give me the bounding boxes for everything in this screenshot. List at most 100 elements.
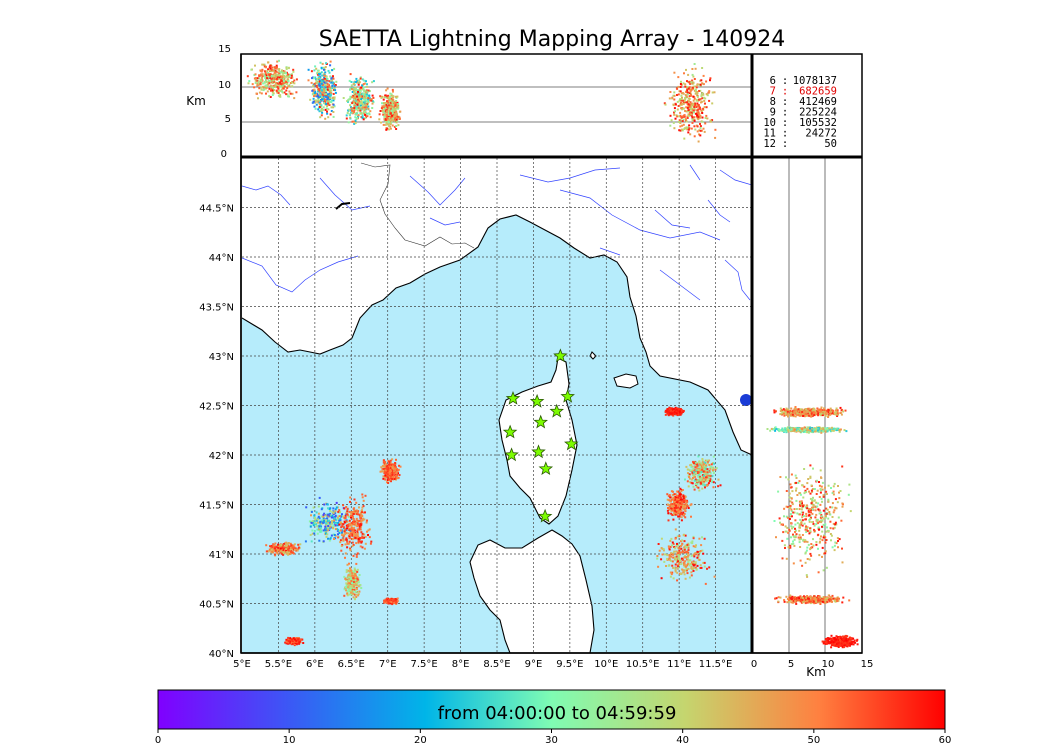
plan-source-point: [355, 501, 358, 504]
legend-key: 12: [763, 138, 776, 150]
plan-source-point: [353, 522, 356, 525]
plan-source-point: [356, 588, 358, 591]
plan-source-point: [677, 505, 680, 508]
altitude-source-point: [399, 110, 402, 113]
altitude-source-point: [356, 98, 359, 101]
plan-source-point: [346, 527, 348, 530]
altitude-source-point: [324, 71, 327, 74]
plan-source-point: [357, 576, 360, 579]
altitude-source-point: [679, 98, 681, 101]
altitude-source-point: [701, 100, 704, 103]
altitude-source-point: [685, 68, 687, 71]
altitude-source-point: [364, 113, 367, 116]
plan-source-point: [289, 640, 291, 643]
plan-source-point: [352, 518, 355, 521]
plan-source-point: [677, 560, 679, 563]
altitude-source-point: [360, 98, 363, 100]
altitude-source-point: [698, 90, 701, 92]
legend-separator: :: [782, 138, 788, 150]
altitude-source-point: [271, 79, 273, 82]
altitude-source-point: [388, 107, 391, 110]
plan-source-point: [670, 507, 673, 510]
altitude-source-point: [699, 83, 702, 86]
altitude-source-point: [705, 80, 708, 83]
plan-source-point: [299, 638, 302, 641]
altitude-source-point: [392, 100, 395, 103]
plan-source-point: [309, 533, 312, 536]
altitude-source-point: [287, 78, 290, 81]
plan-source-point: [673, 550, 676, 553]
altitude-source-point: [396, 114, 398, 117]
altitude-source-point: [325, 84, 328, 87]
plan-source-point: [350, 585, 353, 587]
plan-source-point: [685, 551, 688, 553]
plan-source-point: [341, 523, 344, 526]
altitude-source-point: [317, 98, 320, 101]
plan-source-point: [693, 469, 696, 472]
plan-source-point: [316, 528, 319, 531]
altitude-source-point: [315, 94, 318, 97]
altitude-source-point: [680, 94, 683, 97]
plan-source-point: [352, 577, 355, 580]
plan-source-point: [683, 565, 686, 568]
station-star-icon: [529, 393, 545, 408]
plan-source-point: [702, 470, 705, 473]
plan-source-point: [675, 511, 678, 514]
plan-source-point: [672, 496, 675, 499]
side-source-point: [827, 414, 830, 417]
altitude-source-point: [345, 117, 348, 120]
altitude-source-point: [699, 123, 701, 125]
plan-source-point: [691, 482, 694, 485]
altitude-source-point: [676, 100, 679, 103]
plan-source-point: [285, 544, 288, 547]
altitude-source-point: [285, 72, 287, 75]
plan-source-point: [310, 510, 313, 513]
altitude-source-point: [701, 97, 704, 100]
plan-source-point: [680, 489, 683, 492]
altitude-source-point: [281, 85, 284, 88]
altitude-source-point: [326, 98, 329, 101]
altitude-source-point: [319, 93, 322, 96]
altitude-source-point: [392, 117, 395, 120]
altitude-source-point: [389, 122, 392, 125]
altitude-source-point: [688, 81, 691, 84]
altitude-source-point: [356, 81, 359, 84]
plan-source-point: [326, 520, 329, 523]
altitude-source-point: [392, 99, 395, 102]
plan-source-point: [703, 565, 706, 568]
altitude-source-point: [351, 109, 353, 112]
plan-source-point: [391, 474, 394, 477]
plan-source-point: [353, 575, 355, 578]
plan-source-point: [675, 550, 678, 553]
side-source-point: [807, 407, 810, 410]
plan-source-point: [702, 477, 705, 480]
altitude-source-point: [356, 94, 359, 96]
altitude-source-point: [355, 81, 358, 83]
plan-source-point: [356, 570, 359, 573]
plan-source-point: [677, 503, 679, 506]
altitude-source-point: [363, 82, 366, 85]
altitude-source-point: [269, 64, 272, 67]
altitude-source-point: [282, 77, 285, 80]
altitude-source-point: [317, 76, 320, 79]
plan-source-point: [679, 487, 682, 490]
plan-source-point: [345, 520, 348, 523]
plan-source-point: [702, 480, 705, 483]
plan-source-point: [346, 510, 349, 513]
altitude-source-point: [293, 97, 296, 100]
altitude-source-point: [279, 94, 282, 97]
plan-source-point: [685, 465, 688, 468]
plan-source-point: [311, 520, 314, 523]
altitude-source-point: [263, 65, 266, 68]
altitude-source-point: [269, 96, 272, 98]
plan-source-point: [333, 538, 335, 540]
plan-source-point: [699, 479, 702, 482]
plan-source-point: [328, 539, 331, 542]
altitude-source-point: [369, 110, 372, 113]
altitude-source-point: [395, 107, 398, 110]
altitude-source-point: [389, 110, 392, 113]
altitude-source-point: [320, 114, 323, 117]
plan-source-point: [701, 468, 703, 471]
plan-source-point: [684, 556, 687, 559]
plan-source-point: [351, 538, 354, 541]
